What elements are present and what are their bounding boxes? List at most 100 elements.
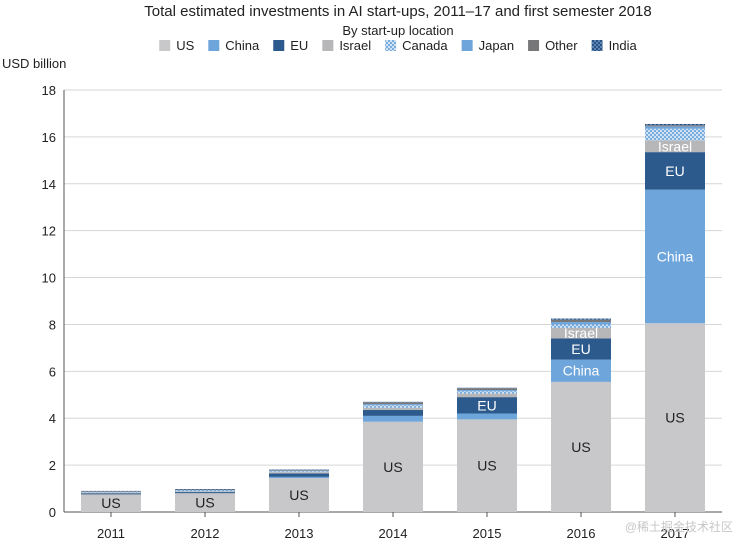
bar-segment-2015-japan (457, 390, 517, 392)
legend-item-israel: Israel (322, 38, 371, 53)
legend-label: EU (290, 38, 308, 53)
bar-segment-2014-israel (363, 407, 423, 411)
segment-label-2012-us: US (195, 495, 214, 511)
bar-segment-2017-eu (645, 152, 705, 190)
legend-swatch (159, 40, 171, 51)
bar-segment-2013-israel (269, 472, 329, 474)
bar-segment-2013-eu (269, 473, 329, 477)
legend-item-japan: Japan (461, 38, 514, 53)
bar-segment-2015-china (457, 413, 517, 420)
bar-segment-2017-other (645, 125, 705, 127)
bar-segment-2013-us (269, 478, 329, 512)
bar-stacks (81, 123, 705, 512)
legend-swatch (461, 40, 473, 51)
bar-segment-2012-us (175, 493, 235, 512)
bar-segment-2015-us (457, 419, 517, 512)
chart-legend: US China EU Israel Canada Japan Other India (159, 38, 638, 53)
segment-label-2015-eu: EU (477, 397, 496, 413)
chart-subtitle: By start-up location (342, 23, 453, 38)
x-axis-ticks: 2011 2012 2013 2014 2015 2016 2017 (97, 512, 689, 541)
bar-segment-2013-other (269, 470, 329, 471)
bar-segment-2014-us (363, 421, 423, 512)
x-tick-label: 2012 (191, 526, 220, 541)
watermark-text: @稀土掘金技术社区 (625, 519, 733, 534)
bar-segment-2011-eu (81, 493, 141, 495)
bar-segment-2016-us (551, 381, 611, 512)
x-tick-label: 2016 (567, 526, 596, 541)
bar-segment-2011-us (81, 494, 141, 512)
chart-title: Total estimated investments in AI start-… (144, 3, 652, 20)
legend-label: US (176, 38, 194, 53)
segment-label-2017-israel: Israel (658, 138, 692, 154)
y-tick-label: 14 (42, 177, 56, 192)
bar-segment-2016-japan (551, 322, 611, 325)
bar-segment-2015-canada (457, 391, 517, 394)
bar-segment-2014-china (363, 415, 423, 422)
bar-segment-2016-india (551, 318, 611, 320)
y-tick-label: 12 (42, 224, 56, 239)
legend-swatch (208, 40, 220, 51)
x-tick-label: 2017 (661, 526, 690, 541)
y-tick-label: 6 (49, 364, 56, 379)
segment-label-2013-us: US (289, 487, 308, 503)
bar-segment-2014-eu (363, 410, 423, 416)
legend-label: Israel (339, 38, 371, 53)
segment-label-2017-us: US (665, 410, 684, 426)
bar-segment-2012-eu (175, 492, 235, 494)
bar-segment-2016-other (551, 319, 611, 323)
legend-item-canada: Canada (385, 38, 448, 53)
legend-item-us: US (159, 38, 195, 53)
bar-segment-2016-china (551, 359, 611, 382)
legend-label: India (609, 38, 638, 53)
bar-segment-2014-japan (363, 404, 423, 406)
x-tick-label: 2011 (97, 526, 125, 541)
legend-label: China (225, 38, 260, 53)
grid-lines (63, 89, 722, 513)
bar-segment-2016-israel (551, 327, 611, 339)
segment-label-2016-israel: Israel (564, 325, 598, 341)
bar-segment-2013-canada (269, 471, 329, 473)
y-axis-label: USD billion (2, 56, 66, 71)
legend-label: Japan (479, 38, 514, 53)
x-tick-label: 2015 (473, 526, 502, 541)
bar-segment-2017-india (645, 123, 705, 126)
y-tick-label: 0 (49, 505, 56, 520)
bar-segment-2012-israel (175, 491, 235, 493)
legend-label: Canada (402, 38, 448, 53)
x-tick-label: 2014 (379, 526, 408, 541)
x-tick-label: 2013 (285, 526, 314, 541)
bar-segment-2015-eu (457, 397, 517, 414)
bar-segment-2017-japan (645, 126, 705, 129)
y-tick-label: 2 (49, 458, 56, 473)
y-tick-label: 8 (49, 317, 56, 332)
bar-segment-2017-china (645, 189, 705, 324)
segment-label-2011-us: US (101, 495, 120, 511)
bar-segment-2014-canada (363, 405, 423, 408)
legend-item-china: China (208, 38, 260, 53)
bar-segment-2014-other (363, 402, 423, 405)
legend-item-other: Other (528, 38, 578, 53)
bar-segment-2012-canada (175, 490, 235, 492)
bar-segment-2017-israel (645, 140, 705, 153)
bar-segment-2011-israel (81, 492, 141, 494)
bar-segment-2017-us (645, 323, 705, 512)
bar-segment-2015-israel (457, 393, 517, 398)
y-tick-label: 16 (42, 130, 56, 145)
segment-label-2016-us: US (571, 439, 590, 455)
y-axis-ticks: 0 2 4 6 8 10 12 14 16 18 (42, 83, 56, 520)
bar-segment-2017-canada (645, 128, 705, 141)
segment-label-2017-china: China (657, 248, 694, 264)
segment-label-2017-eu: EU (665, 163, 684, 179)
legend-swatch (273, 40, 285, 51)
legend-label: Other (545, 38, 578, 53)
bar-segment-2013-china (269, 476, 329, 479)
y-tick-label: 18 (42, 83, 56, 98)
segment-label-2014-us: US (383, 459, 402, 475)
bar-segment-2016-eu (551, 338, 611, 360)
legend-item-india: India (591, 38, 638, 53)
segment-label-2015-us: US (477, 458, 496, 474)
y-tick-label: 4 (49, 411, 56, 426)
legend-swatch (528, 40, 540, 51)
